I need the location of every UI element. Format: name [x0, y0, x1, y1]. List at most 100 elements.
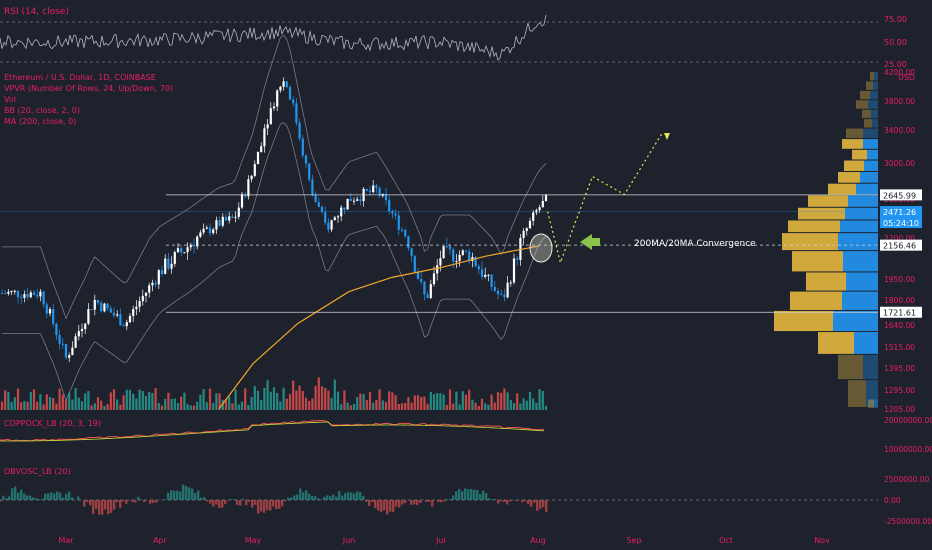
obv-bar — [326, 495, 329, 500]
convergence-circle — [529, 233, 553, 263]
obv-bar — [11, 488, 14, 500]
vpvr-up — [864, 160, 878, 171]
vpvr-down — [844, 160, 864, 171]
obv-bar — [245, 500, 248, 506]
price-tick: 1950.00 — [884, 275, 915, 284]
candle-body — [340, 207, 343, 217]
month-label: Sep — [626, 536, 641, 545]
candle-body — [192, 244, 196, 247]
volume-bar — [343, 390, 346, 410]
arrow-icon — [580, 234, 600, 250]
legend-vol: Vol — [4, 95, 16, 104]
candle-body — [391, 211, 394, 214]
volume-bar — [365, 400, 368, 410]
obv-bar — [38, 498, 41, 500]
legend: Ethereum / U.S. Dollar, 1D, COINBASE VPV… — [4, 73, 173, 126]
volume-bar — [503, 388, 506, 410]
obv-bar — [278, 500, 281, 509]
obv-bar — [482, 490, 485, 500]
candle-body — [541, 200, 544, 208]
obv-histogram — [0, 484, 548, 515]
volume-bar — [87, 391, 90, 410]
candle-body — [135, 306, 138, 310]
vpvr-down — [798, 207, 845, 220]
volume-bar — [160, 405, 164, 410]
candle-body — [368, 190, 372, 193]
volume-bar — [260, 400, 263, 410]
obv-bar — [488, 498, 491, 500]
candle-body — [365, 188, 368, 191]
candle-body — [52, 309, 55, 324]
candle-body — [407, 236, 410, 249]
obv-bar — [197, 490, 200, 500]
vpvr-down — [818, 332, 854, 354]
volume-bar — [426, 403, 429, 410]
month-label: Nov — [814, 536, 830, 545]
time-axis: Mar Apr May Jun Jul Aug Sep Oct Nov — [58, 536, 830, 545]
obv-bar — [410, 500, 413, 505]
obv-bar — [452, 495, 455, 500]
vpvr-up — [848, 195, 878, 207]
volume-bar — [93, 403, 96, 410]
volume-bar — [32, 389, 36, 410]
volume-bar — [119, 404, 122, 410]
obv-bar — [176, 490, 179, 500]
obv-bar — [200, 497, 203, 500]
vpvr-down — [852, 149, 867, 160]
obv-bar — [29, 495, 32, 500]
volume-bar — [128, 389, 132, 410]
candle-body — [544, 194, 548, 201]
month-label: Mar — [58, 536, 74, 545]
obv-bar — [248, 500, 251, 502]
volume-bar — [167, 392, 170, 410]
obv-bar — [443, 500, 446, 502]
obv-bar — [92, 500, 95, 515]
candle-body — [317, 202, 320, 207]
vpvr-down — [838, 354, 863, 380]
obv-bar — [182, 484, 185, 500]
price-label-box — [880, 217, 922, 229]
volume-bar — [253, 386, 256, 410]
month-label: Apr — [153, 536, 168, 545]
candle-body — [445, 246, 448, 248]
volume-bar — [394, 395, 397, 410]
volume-bar — [212, 403, 215, 410]
price-label-text: 1721.61 — [883, 309, 916, 318]
obv-bar — [416, 500, 419, 505]
candle-body — [183, 252, 186, 254]
candle-body — [256, 152, 260, 165]
obv-bar — [263, 500, 266, 513]
candle-body — [202, 228, 205, 233]
vpvr-up — [874, 72, 878, 81]
candle-body — [458, 254, 461, 261]
obv-bar — [341, 495, 344, 500]
obv-bar — [47, 493, 50, 500]
vpvr-up — [871, 109, 878, 119]
candle-body — [144, 292, 148, 296]
volume-bar — [375, 399, 378, 410]
candle-body — [288, 87, 292, 100]
obv-bar — [353, 493, 356, 500]
candle-body — [141, 295, 144, 302]
volume-bar — [410, 402, 413, 410]
candle-body — [464, 250, 468, 252]
month-label: Jun — [342, 536, 356, 545]
obv-bar — [251, 500, 254, 508]
obv-bar — [113, 500, 116, 510]
obv-bar — [494, 499, 497, 500]
candle-body — [122, 325, 125, 327]
candle-body — [397, 215, 400, 230]
candle-body — [250, 175, 253, 180]
volume-bar — [333, 379, 336, 410]
legend-ma: MA (200, close, 0) — [4, 117, 76, 126]
obv-bar — [362, 495, 365, 500]
price-tick: 3800.00 — [884, 97, 915, 106]
candle-body — [36, 294, 39, 297]
candle-body — [532, 212, 535, 221]
candle-body — [180, 248, 183, 253]
volume-bar — [372, 402, 375, 410]
vpvr-up — [846, 272, 878, 291]
volume-bar — [96, 397, 100, 410]
candle-body — [55, 323, 58, 336]
candle-body — [436, 265, 439, 274]
